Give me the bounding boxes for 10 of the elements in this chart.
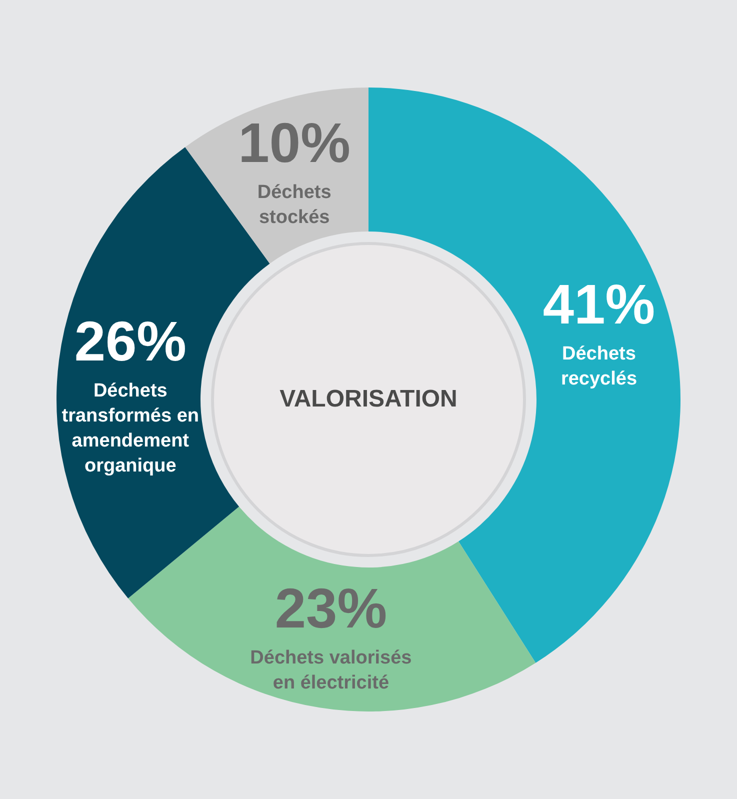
text: VALORISATION [280,386,458,412]
data-label: 41% [542,272,656,336]
data-label: 26% [74,309,186,372]
donut-slice [128,506,536,712]
slice-label: Déchets transformés en amendement organique [62,380,200,476]
data-label: 10% [238,111,350,174]
data-label: 23% [274,576,388,640]
slice-label: Déchets stockés [257,182,332,228]
slice-label: Déchets valorisés en électricité [250,648,412,694]
slice-label: Déchets recyclés [560,344,638,390]
